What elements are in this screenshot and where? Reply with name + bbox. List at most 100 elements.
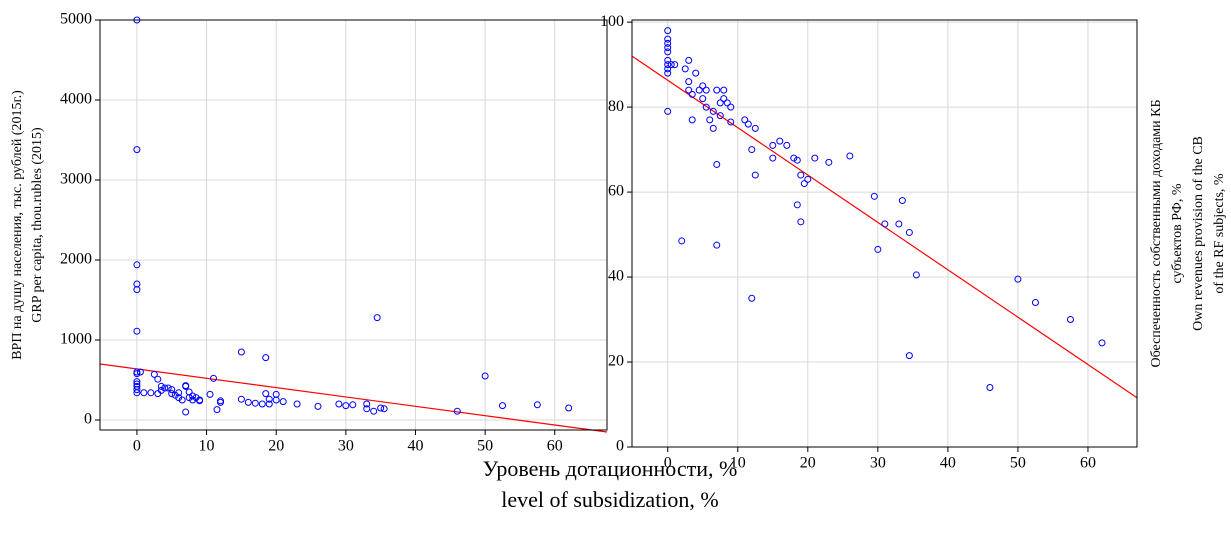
point bbox=[373, 314, 381, 322]
point bbox=[685, 78, 693, 86]
y-axis-label: Own revenues provision of the CB bbox=[1191, 136, 1206, 331]
point bbox=[699, 95, 707, 103]
point bbox=[147, 389, 155, 397]
point bbox=[168, 386, 176, 394]
point bbox=[380, 405, 388, 413]
point bbox=[716, 99, 724, 107]
point bbox=[272, 390, 280, 398]
point bbox=[265, 395, 273, 403]
point bbox=[377, 404, 385, 412]
point bbox=[898, 197, 906, 205]
point bbox=[453, 407, 461, 415]
point bbox=[797, 171, 805, 179]
point bbox=[262, 354, 270, 362]
point bbox=[161, 384, 169, 392]
point bbox=[370, 407, 378, 415]
point bbox=[776, 137, 784, 145]
point bbox=[744, 120, 752, 128]
point bbox=[251, 399, 259, 407]
y-tick-label: 5000 bbox=[60, 11, 92, 28]
point bbox=[688, 90, 696, 98]
x-tick-label: 10 bbox=[730, 455, 746, 472]
point bbox=[499, 402, 507, 410]
x-tick-label: 30 bbox=[870, 455, 886, 472]
y-tick-label: 40 bbox=[608, 268, 624, 285]
point bbox=[133, 286, 141, 294]
point bbox=[727, 118, 735, 126]
point bbox=[363, 405, 371, 413]
point bbox=[685, 86, 693, 94]
point bbox=[150, 370, 158, 378]
point bbox=[664, 69, 672, 77]
point bbox=[811, 154, 819, 162]
y-axis-label: GRP per capita, thou.rubles (2015) bbox=[30, 127, 45, 323]
point bbox=[196, 396, 204, 404]
y-tick-label: 0 bbox=[84, 411, 92, 428]
point bbox=[895, 220, 903, 228]
trend-line bbox=[99, 363, 608, 433]
point bbox=[178, 396, 186, 404]
point bbox=[874, 245, 882, 253]
point bbox=[182, 408, 190, 416]
x-tick-label: 40 bbox=[407, 438, 423, 455]
point bbox=[713, 241, 721, 249]
point bbox=[293, 400, 301, 408]
point bbox=[664, 27, 672, 35]
x-tick-label: 40 bbox=[940, 455, 956, 472]
y-tick-label: 100 bbox=[600, 13, 624, 30]
point bbox=[1031, 299, 1039, 307]
point bbox=[748, 146, 756, 154]
point bbox=[481, 372, 489, 380]
point bbox=[216, 398, 224, 406]
point bbox=[769, 154, 777, 162]
point bbox=[741, 116, 749, 124]
point bbox=[157, 382, 165, 390]
point bbox=[769, 141, 777, 149]
plot-frame bbox=[99, 19, 608, 431]
point bbox=[133, 327, 141, 335]
point bbox=[695, 86, 703, 94]
y-tick-label: 3000 bbox=[60, 171, 92, 188]
point bbox=[154, 375, 162, 383]
point bbox=[664, 35, 672, 43]
x-tick-label: 0 bbox=[133, 438, 141, 455]
point bbox=[870, 192, 878, 200]
y-axis-label: Обеспеченность собственными доходами КБ bbox=[1149, 99, 1164, 367]
point bbox=[986, 384, 994, 392]
point bbox=[664, 39, 672, 47]
point bbox=[723, 99, 731, 107]
point bbox=[164, 384, 172, 392]
y-tick-label: 2000 bbox=[60, 251, 92, 268]
y-tick-label: 20 bbox=[608, 353, 624, 370]
point bbox=[189, 392, 197, 400]
x-tick-label: 10 bbox=[199, 438, 215, 455]
point bbox=[846, 152, 854, 160]
point bbox=[713, 160, 721, 168]
y-axis-label: субъектов РФ, % bbox=[1170, 183, 1185, 283]
point bbox=[565, 404, 573, 412]
point bbox=[133, 370, 141, 378]
point bbox=[133, 378, 141, 386]
point bbox=[905, 352, 913, 360]
point bbox=[664, 48, 672, 56]
point bbox=[881, 220, 889, 228]
point bbox=[783, 141, 791, 149]
point bbox=[800, 180, 808, 188]
point bbox=[706, 116, 714, 124]
point bbox=[751, 171, 759, 179]
x-tick-label: 50 bbox=[477, 438, 493, 455]
point bbox=[1066, 316, 1074, 324]
point bbox=[751, 124, 759, 132]
x-axis-label: Уровень дотационности, % bbox=[483, 456, 738, 481]
y-tick-label: 1000 bbox=[60, 331, 92, 348]
point bbox=[667, 61, 675, 69]
point bbox=[213, 406, 221, 414]
point bbox=[133, 146, 141, 154]
point bbox=[797, 218, 805, 226]
x-axis-label: level of subsidization, % bbox=[501, 487, 719, 512]
point bbox=[136, 368, 144, 376]
point bbox=[237, 395, 245, 403]
point bbox=[185, 394, 193, 402]
point bbox=[314, 402, 322, 410]
point bbox=[363, 400, 371, 408]
